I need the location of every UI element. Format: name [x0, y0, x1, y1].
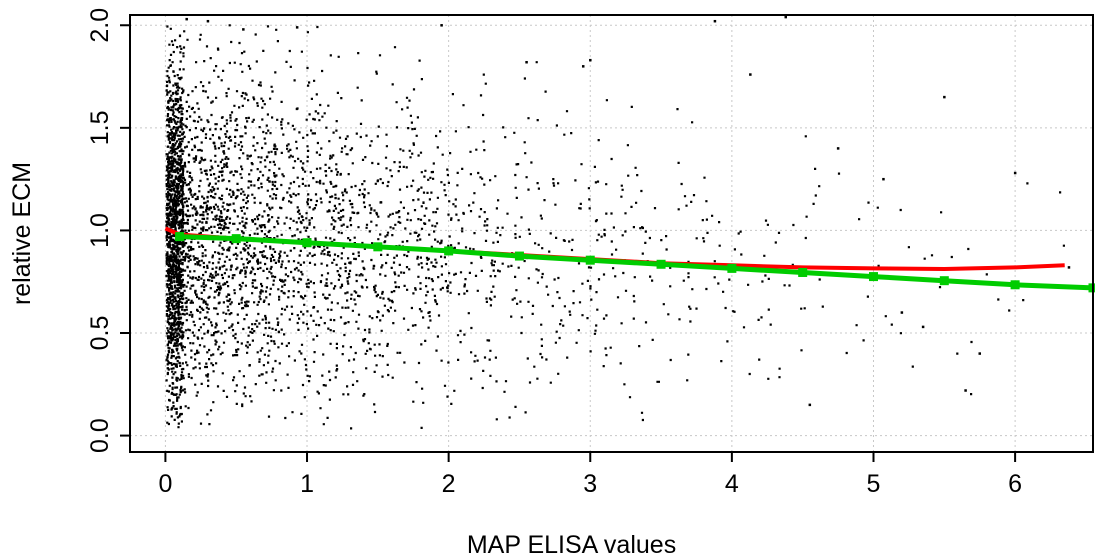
- green-trend-marker: [444, 246, 454, 256]
- outlier-point: [295, 26, 299, 29]
- green-trend-marker: [585, 255, 595, 265]
- outlier-point: [1013, 171, 1017, 175]
- outlier-point: [440, 24, 443, 27]
- outlier-point: [185, 17, 188, 21]
- trend-lines: [164, 226, 1095, 293]
- outlier-point: [749, 73, 752, 76]
- outlier-point: [921, 325, 925, 329]
- x-axis: 0 1 2 3 4 5 6: [158, 451, 1022, 498]
- plot-frame: [129, 14, 1094, 453]
- green-trend-marker: [1010, 280, 1020, 290]
- outlier-point: [882, 177, 885, 181]
- y-tick-label: 0.5: [86, 316, 114, 351]
- y-tick-label: 1.0: [86, 213, 114, 248]
- outlier-point: [978, 352, 982, 355]
- y-tick-label: 0.0: [86, 418, 114, 453]
- outlier-point: [964, 389, 967, 392]
- x-axis-label: MAP ELISA values: [467, 531, 676, 559]
- outlier-point: [836, 147, 840, 150]
- green-trend-marker: [939, 276, 949, 286]
- x-tick-label: 1: [300, 470, 314, 498]
- green-trend-line: [179, 234, 1094, 291]
- outlier-point: [589, 58, 592, 62]
- green-trend-marker: [727, 263, 737, 273]
- y-axis-label: relative ECM: [8, 162, 36, 305]
- x-tick-label: 4: [725, 470, 739, 498]
- y-tick-label: 1.5: [86, 110, 114, 145]
- outlier-point: [713, 19, 717, 23]
- y-tick-label: 2.0: [86, 8, 114, 43]
- outlier-point: [242, 28, 245, 31]
- outlier-point: [206, 19, 210, 23]
- y-axis: 0.0 0.5 1.0 1.5 2.0: [86, 8, 130, 453]
- x-tick-label: 0: [158, 470, 172, 498]
- green-trend-marker: [656, 259, 666, 269]
- green-trend-marker: [302, 238, 312, 248]
- outlier-point: [581, 65, 585, 68]
- green-trend-marker: [868, 272, 878, 282]
- point-cloud: [165, 24, 1065, 430]
- green-trend-marker: [373, 242, 383, 252]
- x-tick-label: 5: [867, 470, 881, 498]
- x-tick-label: 2: [442, 470, 456, 498]
- outlier-point: [525, 60, 528, 64]
- outlier-point: [1067, 266, 1071, 269]
- x-tick-label: 6: [1008, 470, 1022, 498]
- outlier-point: [943, 95, 946, 99]
- outlier-point: [784, 15, 787, 19]
- green-trend-marker: [514, 251, 524, 261]
- green-trend-marker: [798, 267, 808, 277]
- green-trend-marker: [231, 234, 241, 244]
- scatter-points: [165, 15, 1071, 430]
- outlier-point: [808, 403, 812, 407]
- x-tick-label: 3: [583, 470, 597, 498]
- green-trend-marker: [175, 232, 185, 242]
- grid-lines: [130, 15, 1093, 452]
- green-trend-marker: [1088, 283, 1095, 293]
- outlier-point: [900, 311, 904, 314]
